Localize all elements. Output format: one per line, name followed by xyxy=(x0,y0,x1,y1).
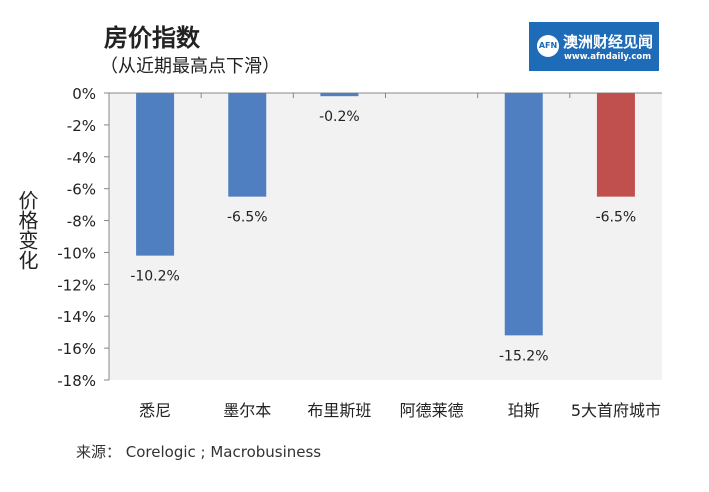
x-tick-label: 珀斯 xyxy=(508,401,540,420)
x-tick-label: 悉尼 xyxy=(139,401,171,420)
bar xyxy=(596,93,635,197)
y-tick-label: -18% xyxy=(57,372,96,390)
bar xyxy=(504,93,543,336)
data-label: -15.2% xyxy=(499,348,549,364)
x-tick-label: 墨尔本 xyxy=(223,401,271,420)
bar xyxy=(136,93,175,256)
y-tick-label: -12% xyxy=(57,276,96,294)
y-tick-label: -4% xyxy=(67,149,96,167)
bar xyxy=(228,93,267,197)
logo-name: 澳洲财经见闻 xyxy=(563,33,654,51)
chart-subtitle: （从近期最高点下滑） xyxy=(100,56,280,77)
x-tick-label: 5大首府城市 xyxy=(571,401,661,420)
y-tick-label: -6% xyxy=(67,181,96,199)
y-axis-label: 价格变化 xyxy=(15,190,39,270)
y-tick-label: -16% xyxy=(57,340,96,358)
data-label: -10.2% xyxy=(130,269,180,285)
afn-logo: AFN 澳洲财经见闻 www.afndaily.com xyxy=(529,22,659,71)
plot-area xyxy=(109,93,662,380)
logo-url: www.afndaily.com xyxy=(564,52,652,62)
y-tick-label: -2% xyxy=(67,117,96,135)
data-label: -6.5% xyxy=(227,210,268,226)
afn-mark-icon: AFN xyxy=(537,35,559,57)
source-note: 来源： Corelogic ; Macrobusiness xyxy=(76,443,322,461)
x-tick-label: 阿德莱德 xyxy=(400,401,464,420)
y-tick-label: -14% xyxy=(57,308,96,326)
bar xyxy=(320,93,359,97)
chart-title: 房价指数 xyxy=(104,24,200,52)
data-label: -6.5% xyxy=(596,210,637,226)
y-tick-label: 0% xyxy=(72,85,96,103)
data-label: -0.2% xyxy=(319,109,360,125)
y-tick-label: -8% xyxy=(67,213,96,231)
y-tick-label: -10% xyxy=(57,244,96,262)
x-tick-label: 布里斯班 xyxy=(307,401,371,420)
